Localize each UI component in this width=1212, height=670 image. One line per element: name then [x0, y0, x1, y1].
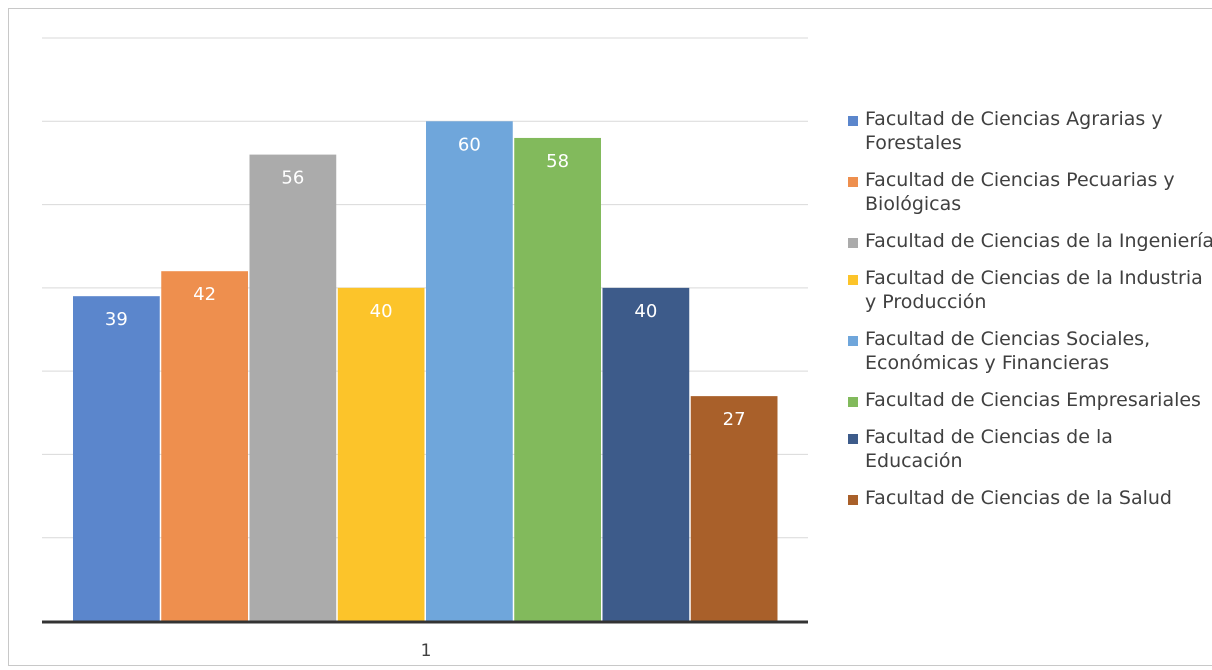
legend-label: Facultad de Ciencias de la Industria y P… — [865, 267, 1203, 313]
bar-data-label: 58 — [546, 151, 569, 172]
legend-swatch — [848, 397, 858, 407]
legend-item: Facultad de Ciencias de la Educación — [845, 425, 1212, 473]
bar — [337, 287, 425, 621]
legend-swatch — [848, 116, 858, 126]
bar-data-label: 27 — [723, 409, 746, 430]
x-tick-labels: 1 — [421, 641, 432, 661]
legend-item: Facultad de Ciencias Empresariales — [845, 388, 1212, 412]
bars — [73, 121, 778, 622]
bar-data-label: 39 — [105, 309, 128, 330]
bar — [249, 154, 337, 621]
bar — [514, 137, 601, 621]
bar-data-label: 42 — [193, 284, 216, 305]
bar-data-label: 40 — [634, 301, 657, 322]
legend-swatch — [848, 177, 858, 187]
legend-item: Facultad de Ciencias de la Industria y P… — [845, 266, 1212, 314]
legend-swatch — [848, 238, 858, 248]
bar — [161, 271, 248, 621]
bar-labels: 39 42 56 40 60 58 40 27 — [105, 134, 746, 430]
bar — [690, 396, 778, 621]
legend-item: Facultad de Ciencias Pecuarias y Biológi… — [845, 168, 1212, 216]
bar — [426, 121, 513, 622]
legend-label: Facultad de Ciencias de la Salud — [865, 487, 1172, 509]
legend-swatch — [848, 495, 858, 505]
legend-label: Facultad de Ciencias Agrarias y Forestal… — [865, 108, 1163, 154]
legend-label: Facultad de Ciencias de la Ingeniería — [865, 230, 1212, 252]
legend-item: Facultad de Ciencias Agrarias y Forestal… — [845, 107, 1212, 155]
bar-data-label: 56 — [281, 168, 304, 189]
bar-data-label: 60 — [458, 134, 481, 155]
legend: Facultad de Ciencias Agrarias y Forestal… — [845, 107, 1212, 523]
legend-label: Facultad de Ciencias Empresariales — [865, 389, 1201, 411]
legend-item: Facultad de Ciencias de la Salud — [845, 486, 1212, 510]
legend-label: Facultad de Ciencias Pecuarias y Biológi… — [865, 169, 1175, 215]
legend-swatch — [848, 434, 858, 444]
legend-swatch — [848, 336, 858, 346]
bar-data-label: 40 — [370, 301, 393, 322]
bar — [602, 287, 690, 621]
x-tick-label: 1 — [421, 641, 432, 661]
legend-swatch — [848, 275, 858, 285]
bar — [73, 296, 160, 621]
legend-item: Facultad de Ciencias de la Ingeniería — [845, 229, 1212, 253]
legend-item: Facultad de Ciencias Sociales, Económica… — [845, 327, 1212, 375]
legend-label: Facultad de Ciencias Sociales, Económica… — [865, 328, 1151, 374]
legend-label: Facultad de Ciencias de la Educación — [865, 426, 1113, 472]
